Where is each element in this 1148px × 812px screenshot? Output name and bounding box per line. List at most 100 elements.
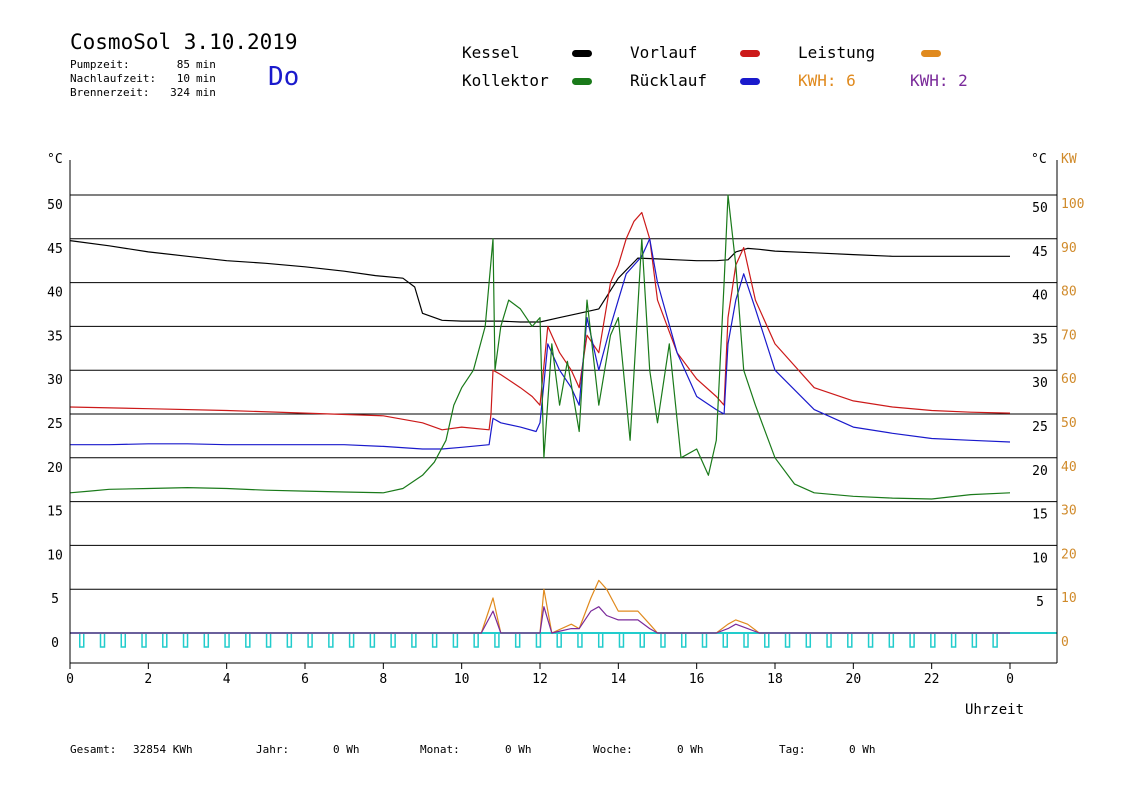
pump-marker-17 bbox=[431, 632, 438, 648]
chart-title: CosmoSol 3.10.2019 bbox=[70, 30, 298, 54]
legend-kwh-1: KWH: 6 bbox=[798, 71, 856, 90]
y-tick-right-20: 20 bbox=[1032, 464, 1048, 479]
x-tick-label-3: 6 bbox=[301, 672, 309, 687]
stat-label-pumpzeit: Pumpzeit: bbox=[70, 58, 130, 71]
weekday-label: Do bbox=[268, 62, 300, 92]
pump-marker-23 bbox=[556, 632, 562, 648]
y2-tick-90: 90 bbox=[1061, 241, 1077, 256]
legend-swatch-vorlauf bbox=[740, 50, 760, 57]
series-line-vorlauf bbox=[69, 211, 1011, 431]
y-tick-right-25: 25 bbox=[1032, 420, 1048, 435]
chart-frame bbox=[69, 160, 1058, 664]
y-tick-left-40: 40 bbox=[47, 286, 63, 301]
x-tick-label-5: 10 bbox=[454, 672, 470, 687]
stat-value-brennerzeit: 324 bbox=[170, 86, 190, 99]
legend-swatch-kollektor bbox=[572, 78, 592, 85]
y2-tick-80: 80 bbox=[1061, 285, 1077, 300]
pump-marker-13 bbox=[348, 632, 355, 648]
y-tick-left-0: 0 bbox=[51, 636, 59, 651]
pump-marker-28 bbox=[660, 632, 666, 648]
legend-kwh-2: KWH: 2 bbox=[910, 71, 968, 90]
series-line-kessel bbox=[69, 240, 1010, 323]
legend-swatch-ruecklauf bbox=[740, 78, 760, 85]
pump-marker-43 bbox=[971, 632, 978, 648]
legend-swatch-kessel bbox=[572, 50, 592, 57]
stat-value-nachlaufzeit: 10 bbox=[176, 72, 190, 85]
pump-marker-26 bbox=[618, 632, 625, 648]
y2-tick-40: 40 bbox=[1061, 460, 1077, 475]
legend-label-leistung: Leistung bbox=[798, 43, 876, 62]
footer-woche-label: Woche: bbox=[593, 743, 633, 756]
pump-marker-5 bbox=[182, 632, 189, 648]
pump-marker-4 bbox=[162, 632, 168, 648]
chart-grid bbox=[70, 194, 1057, 648]
y2-tick-100: 100 bbox=[1061, 197, 1084, 212]
pump-marker-25 bbox=[597, 632, 604, 648]
pump-marker-24 bbox=[577, 632, 583, 648]
x-axis-label: Uhrzeit bbox=[965, 702, 1025, 718]
x-tick-label-12: 0 bbox=[1006, 672, 1014, 687]
y-tick-left-45: 45 bbox=[47, 242, 63, 257]
pump-marker-10 bbox=[286, 632, 293, 648]
x-tick-label-9: 18 bbox=[767, 672, 783, 687]
y-axis-unit-right: °C bbox=[1031, 152, 1047, 167]
footer-woche-value: 0 Wh bbox=[677, 743, 704, 756]
pump-marker-30 bbox=[701, 632, 708, 648]
y2-axis-unit: KW bbox=[1061, 152, 1077, 167]
footer-tag-label: Tag: bbox=[779, 743, 806, 756]
y-tick-left-20: 20 bbox=[47, 461, 63, 476]
stat-unit-pumpzeit: min bbox=[196, 58, 216, 71]
pump-marker-32 bbox=[743, 632, 749, 648]
chart-series bbox=[69, 194, 1011, 634]
footer-jahr-value: 0 Wh bbox=[333, 743, 360, 756]
series-line-kwh2 bbox=[70, 606, 1010, 634]
y-tick-right-5: 5 bbox=[1036, 595, 1044, 610]
pump-marker-42 bbox=[950, 632, 957, 648]
y-tick-left-10: 10 bbox=[47, 548, 63, 563]
x-tick-label-8: 16 bbox=[689, 672, 705, 687]
y2-tick-50: 50 bbox=[1061, 416, 1077, 431]
legend-label-kessel: Kessel bbox=[462, 43, 520, 62]
pump-marker-40 bbox=[909, 632, 915, 648]
y-tick-right-50: 50 bbox=[1032, 201, 1048, 216]
x-tick-label-10: 20 bbox=[846, 672, 862, 687]
pump-marker-8 bbox=[245, 632, 251, 648]
x-tick-label-7: 14 bbox=[611, 672, 627, 687]
y-tick-right-40: 40 bbox=[1032, 289, 1048, 304]
pump-marker-31 bbox=[722, 632, 729, 648]
series-line-leistung bbox=[70, 579, 1010, 634]
y-tick-right-10: 10 bbox=[1032, 551, 1048, 566]
y-tick-left-50: 50 bbox=[47, 198, 63, 213]
footer-monat-label: Monat: bbox=[420, 743, 460, 756]
pump-marker-6 bbox=[203, 632, 210, 648]
pump-marker-35 bbox=[805, 632, 812, 648]
pump-marker-18 bbox=[452, 632, 459, 648]
pump-marker-34 bbox=[784, 632, 791, 648]
footer-gesamt-value: 32854 KWh bbox=[133, 743, 193, 756]
stat-label-brennerzeit: Brennerzeit: bbox=[70, 86, 150, 99]
pump-marker-21 bbox=[514, 632, 521, 648]
pump-marker-2 bbox=[120, 632, 127, 648]
pump-marker-12 bbox=[328, 632, 334, 648]
footer-jahr-label: Jahr: bbox=[256, 743, 290, 756]
y-tick-right-30: 30 bbox=[1032, 376, 1048, 391]
stat-unit-brennerzeit: min bbox=[196, 86, 216, 99]
footer-gesamt-label: Gesamt: bbox=[70, 743, 117, 756]
x-tick-label-0: 0 bbox=[66, 672, 74, 687]
pump-marker-39 bbox=[888, 632, 895, 648]
y-tick-left-30: 30 bbox=[47, 373, 63, 388]
pump-marker-7 bbox=[224, 632, 230, 648]
footer-tag-value: 0 Wh bbox=[849, 743, 876, 756]
legend-swatch-leistung bbox=[921, 50, 941, 57]
x-tick-label-6: 12 bbox=[532, 672, 548, 687]
legend-label-kollektor: Kollektor bbox=[462, 71, 549, 90]
y2-tick-10: 10 bbox=[1061, 591, 1077, 606]
pump-marker-41 bbox=[930, 632, 936, 648]
pump-marker-19 bbox=[473, 632, 479, 648]
series-line-ruecklauf bbox=[70, 238, 1011, 450]
pump-marker-29 bbox=[680, 632, 687, 648]
pump-marker-22 bbox=[535, 632, 542, 648]
series-line-kollektor bbox=[69, 194, 1011, 500]
pump-marker-9 bbox=[265, 632, 272, 648]
